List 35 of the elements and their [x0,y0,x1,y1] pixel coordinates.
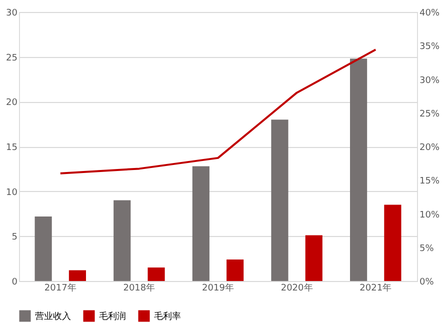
y-tick-label: 30 [6,8,18,18]
x-tick-label: 2020年 [280,282,313,294]
x-tick-label: 2019年 [202,282,234,294]
y-tick-label: 15 [6,143,18,153]
y2-tick-label: 40% [420,8,440,18]
bar [384,204,402,281]
bar [148,268,165,281]
y-tick-label: 25 [6,53,18,64]
bar [305,235,322,281]
legend-label: 毛利润 [99,311,126,322]
y-tick-label: 0 [12,278,18,288]
x-tick-label: 2017年 [44,282,76,294]
bar [34,216,52,281]
y2-tick-label: 25% [420,109,440,120]
y-tick-label: 10 [6,188,18,198]
y2-tick-label: 15% [420,176,440,187]
y2-tick-label: 20% [420,143,440,153]
bar [271,120,288,281]
y2-tick-label: 35% [420,42,440,52]
bar [114,200,131,281]
bar [68,270,86,281]
bar [350,58,368,281]
y2-tick-label: 10% [420,210,440,220]
y2-tick-label: 5% [420,244,434,254]
line-series [59,48,377,174]
y-tick-label: 5 [12,232,18,243]
y-tick-label: 20 [6,98,18,108]
x-tick-label: 2021年 [360,282,392,294]
bar [192,166,210,281]
legend-label: 营业收入 [35,311,71,322]
y2-tick-label: 0% [420,278,434,288]
legend-label: 毛利率 [154,311,181,322]
x-tick-label: 2018年 [123,282,156,294]
bar [226,259,244,281]
y2-tick-label: 30% [420,76,440,86]
